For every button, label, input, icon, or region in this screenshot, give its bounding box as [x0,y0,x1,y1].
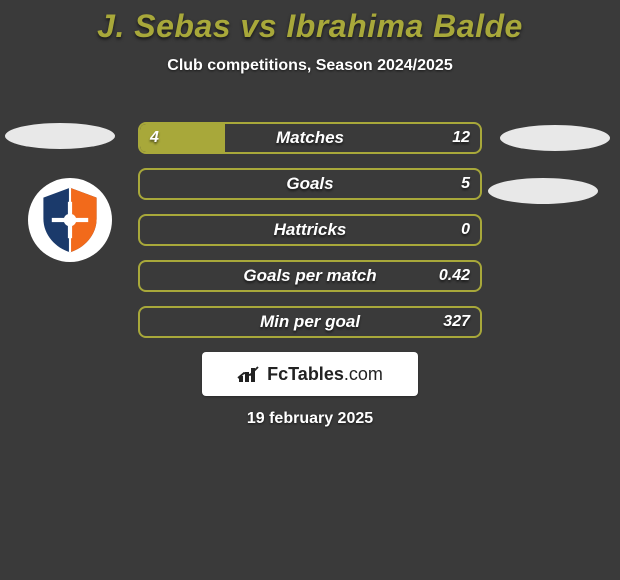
stat-label: Matches [140,128,480,148]
subtitle: Club competitions, Season 2024/2025 [0,57,620,75]
shield-icon [35,185,105,255]
club-badge [28,178,112,262]
brand-text: FcTables.com [267,364,383,385]
page-title: J. Sebas vs Ibrahima Balde [0,0,620,45]
stat-value-right: 5 [461,175,470,193]
stat-bar-hattricks: Hattricks 0 [138,214,482,246]
stat-label: Hattricks [140,220,480,240]
stat-label: Goals [140,174,480,194]
stat-value-right: 0.42 [439,267,470,285]
brand-logo: FcTables.com [202,352,418,396]
stat-label: Goals per match [140,266,480,286]
stat-bar-min-per-goal: Min per goal 327 [138,306,482,338]
brand-suffix: .com [344,364,383,384]
date-label: 19 february 2025 [0,410,620,428]
stat-bar-goals-per-match: Goals per match 0.42 [138,260,482,292]
player-avatar-right-placeholder-1 [500,125,610,151]
brand-name: FcTables [267,364,344,384]
stat-value-right: 0 [461,221,470,239]
stat-bar-goals: Goals 5 [138,168,482,200]
bar-chart-icon [237,364,261,384]
player-avatar-left-placeholder [5,123,115,149]
stat-label: Min per goal [140,312,480,332]
stats-bars: 4 Matches 12 Goals 5 Hattricks 0 Goals p… [138,122,482,352]
stat-value-right: 327 [443,313,470,331]
stat-bar-matches: 4 Matches 12 [138,122,482,154]
player-avatar-right-placeholder-2 [488,178,598,204]
stat-value-right: 12 [452,129,470,147]
